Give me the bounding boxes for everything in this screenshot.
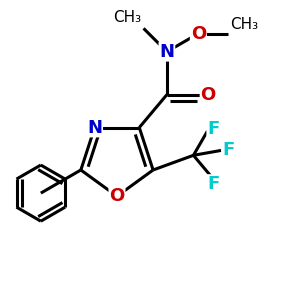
Text: O: O bbox=[201, 85, 216, 103]
Text: F: F bbox=[207, 120, 220, 138]
Text: CH₃: CH₃ bbox=[113, 10, 141, 25]
Text: N: N bbox=[159, 43, 174, 61]
Text: N: N bbox=[87, 118, 102, 136]
Text: O: O bbox=[110, 187, 124, 205]
Text: O: O bbox=[191, 25, 206, 43]
Text: CH₃: CH₃ bbox=[230, 17, 258, 32]
Text: F: F bbox=[222, 141, 235, 159]
Text: F: F bbox=[207, 175, 219, 193]
